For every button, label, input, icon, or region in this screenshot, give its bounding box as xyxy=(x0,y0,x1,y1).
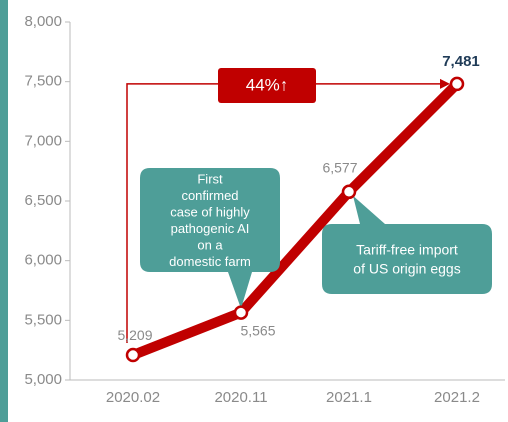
callout-text: domestic farm xyxy=(169,254,251,269)
value-label: 7,481 xyxy=(442,53,480,70)
x-tick-label: 2020.02 xyxy=(106,389,160,406)
callout-text: pathogenic AI xyxy=(171,221,250,236)
callout-text: case of highly xyxy=(170,204,250,219)
y-tick-label: 5,000 xyxy=(24,371,62,388)
callout-box xyxy=(322,195,492,294)
y-tick-label: 5,500 xyxy=(24,311,62,328)
value-label: 6,577 xyxy=(322,160,357,176)
marker xyxy=(341,184,357,200)
y-tick-label: 7,500 xyxy=(24,73,62,90)
callout-text: First xyxy=(197,171,223,186)
growth-box xyxy=(218,68,316,103)
callout-text: on a xyxy=(197,237,223,252)
y-tick-label: 7,000 xyxy=(24,132,62,149)
value-label: 5,565 xyxy=(240,322,275,338)
value-label: 5,209 xyxy=(117,327,152,343)
marker xyxy=(233,305,249,320)
callout-box xyxy=(140,168,280,309)
growth-label: 44%↑ xyxy=(246,75,289,94)
marker xyxy=(125,347,141,363)
x-tick-label: 2020.11 xyxy=(214,389,267,406)
arrow-head xyxy=(440,78,450,89)
line xyxy=(131,80,461,360)
x-tick-label: 2021.2 xyxy=(434,389,480,406)
y-tick-label: 6,500 xyxy=(24,192,62,209)
callout-text: Tariff-free import xyxy=(356,242,458,258)
marker xyxy=(449,76,465,92)
y-tick-label: 6,000 xyxy=(24,252,62,269)
x-tick-label: 2021.1 xyxy=(326,389,372,406)
side-bar xyxy=(0,0,8,422)
callout-text: of US origin eggs xyxy=(353,261,460,277)
growth-arrow xyxy=(126,83,440,344)
y-tick-label: 8,000 xyxy=(24,13,62,30)
callout-text: confirmed xyxy=(181,188,238,203)
